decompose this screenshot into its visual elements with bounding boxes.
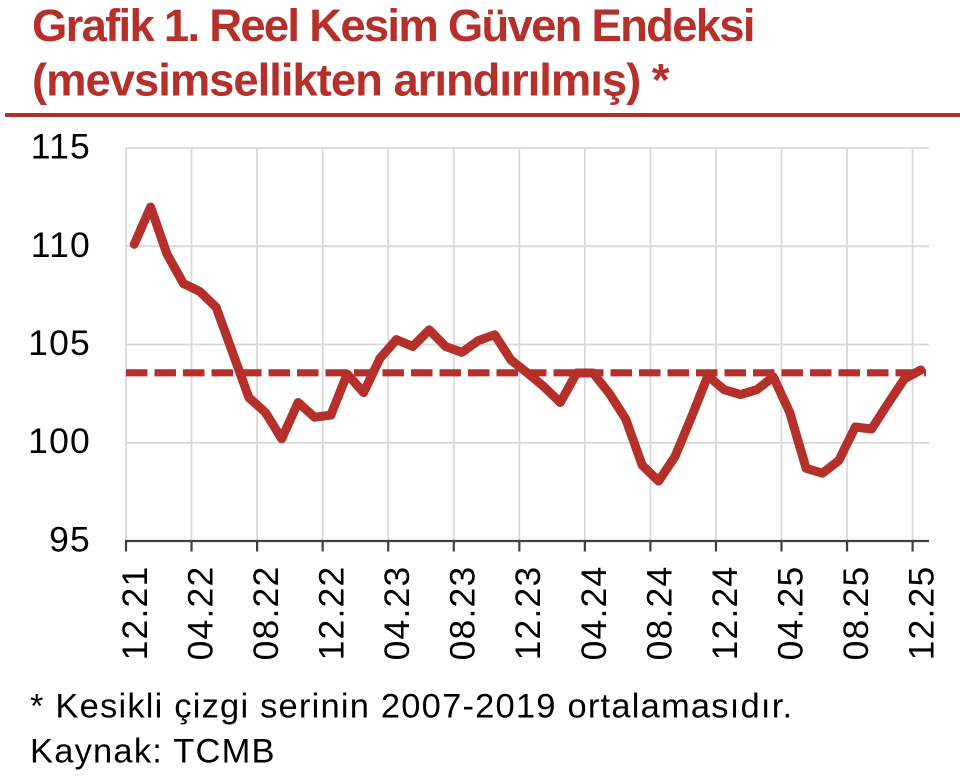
svg-text:115: 115 <box>31 127 91 167</box>
svg-text:12.25: 12.25 <box>902 566 942 661</box>
svg-text:12.21: 12.21 <box>115 566 155 661</box>
svg-text:* Kesikli çizgi serinin 2007-2: * Kesikli çizgi serinin 2007-2019 ortala… <box>30 688 793 726</box>
svg-text:04.25: 04.25 <box>770 566 810 661</box>
svg-text:(mevsimsellikten arındırılmış): (mevsimsellikten arındırılmış) * <box>32 55 670 106</box>
svg-text:110: 110 <box>31 225 91 265</box>
svg-text:105: 105 <box>28 323 91 363</box>
svg-text:08.23: 08.23 <box>443 566 483 661</box>
svg-text:95: 95 <box>49 520 91 560</box>
svg-text:100: 100 <box>28 421 91 461</box>
svg-text:12.24: 12.24 <box>705 566 745 661</box>
svg-text:Kaynak: TCMB: Kaynak: TCMB <box>30 733 276 771</box>
svg-text:12.23: 12.23 <box>508 566 548 661</box>
svg-text:Grafik 1. Reel Kesim Güven End: Grafik 1. Reel Kesim Güven Endeksi <box>32 0 754 51</box>
svg-text:04.24: 04.24 <box>574 566 614 661</box>
svg-text:08.22: 08.22 <box>246 566 286 661</box>
svg-text:12.22: 12.22 <box>312 566 352 661</box>
svg-text:04.23: 04.23 <box>377 566 417 661</box>
svg-text:04.22: 04.22 <box>180 566 220 661</box>
svg-text:08.24: 08.24 <box>639 566 679 661</box>
svg-text:08.25: 08.25 <box>836 566 876 661</box>
